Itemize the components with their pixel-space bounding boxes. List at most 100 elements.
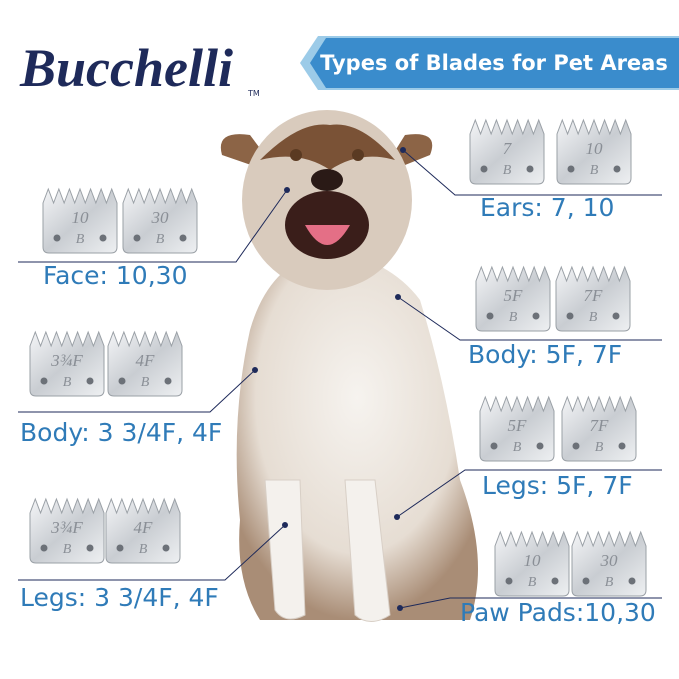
blade-body xyxy=(556,118,632,185)
blade-number: 10 xyxy=(72,208,90,227)
blade-screw xyxy=(612,312,620,320)
area-label: Body: 3 3/4F, 4F xyxy=(20,418,222,447)
dog xyxy=(220,110,478,622)
blade-mark: B xyxy=(63,375,72,390)
blade: 10 B xyxy=(494,530,570,597)
connector-dot xyxy=(397,605,403,611)
blade-number: 3¾F xyxy=(50,351,83,370)
blade-screw xyxy=(613,165,621,173)
blade: 4F B xyxy=(105,497,181,564)
area-label: Face: 10,30 xyxy=(43,261,187,290)
blade-number: 4F xyxy=(134,518,154,537)
blade-mark: B xyxy=(156,232,165,247)
connector-dot xyxy=(400,147,406,153)
connector-dot xyxy=(252,367,258,373)
connector-line xyxy=(18,369,256,413)
blade-mark: B xyxy=(589,310,598,325)
blade-screw xyxy=(86,377,94,385)
blade: 10 B xyxy=(42,187,118,254)
blade-number: 3¾F xyxy=(50,518,83,537)
blade-body xyxy=(494,530,570,597)
blade-mark: B xyxy=(76,232,85,247)
blade-number: 5F xyxy=(504,286,524,305)
blade-mark: B xyxy=(595,440,604,455)
blade-screw xyxy=(536,442,544,450)
blade-screw xyxy=(118,377,126,385)
connector-line xyxy=(18,524,286,581)
blade-screw xyxy=(480,165,488,173)
blade-screw xyxy=(40,377,48,385)
blade-body xyxy=(42,187,118,254)
blade-screw xyxy=(116,544,124,552)
blade-mark: B xyxy=(503,163,512,178)
connector-dot xyxy=(282,522,288,528)
blade: 5F B xyxy=(479,395,555,462)
blade-screw xyxy=(86,544,94,552)
blade: 7B xyxy=(469,118,545,185)
blade-screw xyxy=(53,234,61,242)
blade-screw xyxy=(526,165,534,173)
area-label: Ears: 7, 10 xyxy=(480,193,614,222)
connector-line xyxy=(397,296,662,341)
blade: 4F B xyxy=(107,330,183,397)
blade-number: 7F xyxy=(584,286,604,305)
blade-screw xyxy=(162,544,170,552)
blade-screw xyxy=(572,442,580,450)
blade-number: 5F xyxy=(508,416,528,435)
area-label: Legs: 5F, 7F xyxy=(482,471,633,500)
blade-mark: B xyxy=(513,440,522,455)
blade-mark: B xyxy=(63,542,72,557)
blade-screw xyxy=(40,544,48,552)
blade-body xyxy=(29,330,105,397)
blade-number: 10 xyxy=(524,551,542,570)
blade-screw xyxy=(164,377,172,385)
trademark: TM xyxy=(247,89,260,98)
connector-dot xyxy=(394,514,400,520)
blade-screw xyxy=(486,312,494,320)
blade-mark: B xyxy=(509,310,518,325)
blade-body xyxy=(555,265,631,332)
blade-screw xyxy=(551,577,559,585)
area-label: Paw Pads:10,30 xyxy=(460,598,656,627)
blade-number: 7F xyxy=(590,416,610,435)
blade-screw xyxy=(99,234,107,242)
brand-name: Bucchelli xyxy=(19,38,233,98)
blade: 10 B xyxy=(556,118,632,185)
blade-number: 30 xyxy=(600,551,619,570)
blade-mark: B xyxy=(139,542,148,557)
blade: 3¾F B xyxy=(29,497,105,564)
blade-number: 10 xyxy=(586,139,604,158)
connector-line xyxy=(396,469,662,518)
blade-body xyxy=(105,497,181,564)
header-title: Types of Blades for Pet Areas xyxy=(320,51,668,75)
blade-mark: B xyxy=(605,575,614,590)
blade-screw xyxy=(628,577,636,585)
blade-body xyxy=(571,530,647,597)
connector-dot xyxy=(395,294,401,300)
connector-line xyxy=(402,149,662,196)
blade-screw xyxy=(566,312,574,320)
blade-body xyxy=(475,265,551,332)
blade-screw xyxy=(618,442,626,450)
blade-screw xyxy=(532,312,540,320)
blade-mark: B xyxy=(141,375,150,390)
blade-mark: B xyxy=(528,575,537,590)
blade: 5F B xyxy=(475,265,551,332)
area-label: Legs: 3 3/4F, 4F xyxy=(20,583,219,612)
connector-dot xyxy=(284,187,290,193)
blade: 30 B xyxy=(571,530,647,597)
blade-screw xyxy=(490,442,498,450)
blade-body xyxy=(479,395,555,462)
blade-number: 7 xyxy=(503,139,513,158)
connector-line xyxy=(399,597,662,609)
blade-body xyxy=(29,497,105,564)
blade-screw xyxy=(582,577,590,585)
connector-line xyxy=(18,189,288,263)
blade-body xyxy=(122,187,198,254)
blade-body xyxy=(107,330,183,397)
blade: 3¾F B xyxy=(29,330,105,397)
blade: 7F B xyxy=(555,265,631,332)
header-banner xyxy=(310,38,679,88)
blade-screw xyxy=(179,234,187,242)
